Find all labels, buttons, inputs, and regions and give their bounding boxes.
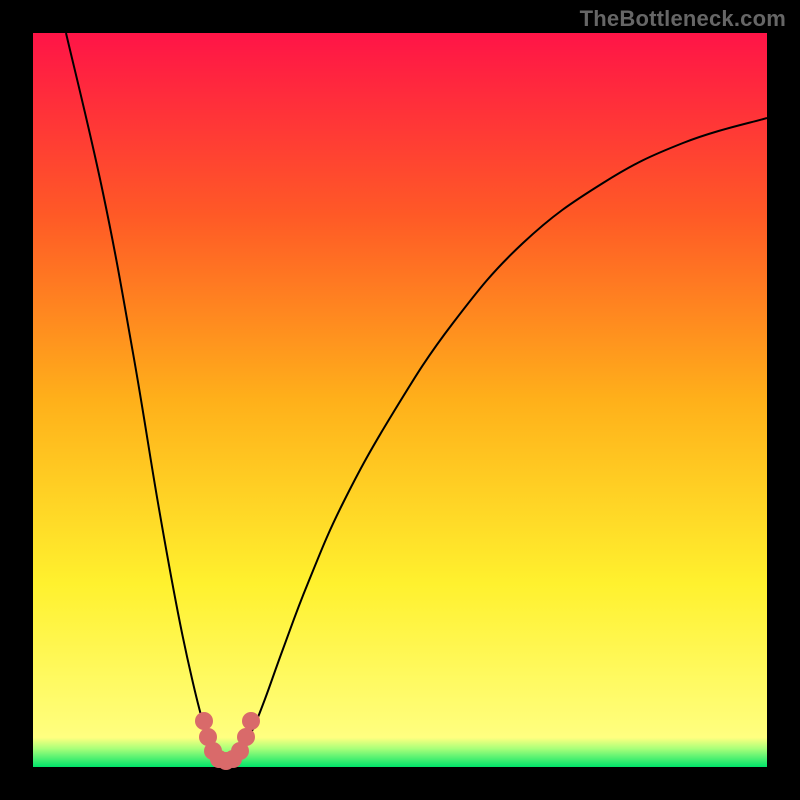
plot-svg: [33, 33, 767, 767]
data-marker: [237, 728, 255, 746]
data-marker: [195, 712, 213, 730]
data-marker: [242, 712, 260, 730]
chart-frame: TheBottleneck.com: [0, 0, 800, 800]
plot-area: [33, 33, 767, 767]
bottleneck-curve: [66, 33, 767, 761]
watermark-text: TheBottleneck.com: [580, 6, 786, 32]
